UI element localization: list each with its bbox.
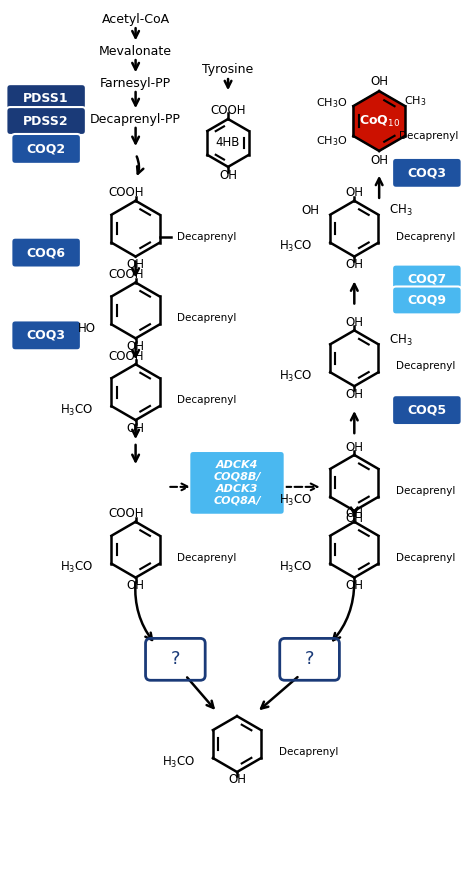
Text: H$_3$CO: H$_3$CO [61, 560, 94, 575]
Text: Decaprenyl: Decaprenyl [399, 131, 458, 141]
Text: CoQ$_{10}$: CoQ$_{10}$ [359, 114, 400, 129]
Text: OH: OH [127, 258, 145, 271]
FancyBboxPatch shape [392, 286, 462, 315]
Text: COQ2: COQ2 [27, 142, 66, 156]
Text: Decaprenyl-PP: Decaprenyl-PP [90, 113, 181, 125]
Text: OH: OH [345, 579, 363, 592]
FancyBboxPatch shape [189, 451, 285, 515]
Text: COOH: COOH [108, 186, 144, 199]
Text: COQ3: COQ3 [407, 166, 447, 180]
Text: OH: OH [228, 773, 246, 787]
Text: CH$_3$O: CH$_3$O [316, 97, 347, 110]
Text: OH: OH [345, 388, 363, 401]
Text: Decaprenyl: Decaprenyl [396, 361, 456, 371]
Text: H$_3$CO: H$_3$CO [61, 402, 94, 417]
FancyBboxPatch shape [392, 158, 462, 188]
Text: OH: OH [127, 340, 145, 353]
Polygon shape [353, 91, 405, 151]
Text: COOH: COOH [108, 507, 144, 520]
Text: COQ3: COQ3 [27, 329, 65, 342]
Text: H$_3$CO: H$_3$CO [279, 239, 312, 254]
Text: OH: OH [345, 186, 363, 199]
Text: Decaprenyl: Decaprenyl [177, 314, 237, 324]
Text: ADCK3: ADCK3 [216, 484, 258, 493]
Text: OH: OH [301, 204, 319, 217]
Text: COQ8B/: COQ8B/ [213, 472, 261, 482]
Text: Decaprenyl: Decaprenyl [177, 395, 237, 405]
Text: ADCK4: ADCK4 [216, 460, 258, 470]
Text: H$_3$CO: H$_3$CO [279, 368, 312, 384]
Text: Decaprenyl: Decaprenyl [177, 552, 237, 562]
Text: OH: OH [345, 507, 363, 520]
Text: COQ5: COQ5 [407, 403, 447, 417]
Text: ?: ? [305, 650, 314, 669]
Text: Decaprenyl: Decaprenyl [396, 552, 456, 562]
Text: OH: OH [127, 422, 145, 434]
Text: COQ6: COQ6 [27, 246, 65, 259]
Text: COQ7: COQ7 [407, 272, 447, 285]
Text: CH$_3$: CH$_3$ [389, 203, 413, 218]
Text: OH: OH [127, 579, 145, 592]
Text: PDSS2: PDSS2 [23, 114, 69, 128]
Text: CH$_3$O: CH$_3$O [316, 134, 347, 148]
FancyBboxPatch shape [11, 238, 81, 267]
FancyBboxPatch shape [392, 395, 462, 425]
Text: Tyrosine: Tyrosine [202, 63, 254, 76]
Text: COOH: COOH [108, 350, 144, 363]
Text: PDSS1: PDSS1 [23, 91, 69, 105]
Text: H$_3$CO: H$_3$CO [279, 560, 312, 575]
Text: OH: OH [370, 155, 388, 167]
FancyBboxPatch shape [6, 84, 86, 112]
Text: OH: OH [345, 512, 363, 526]
Text: H$_3$CO: H$_3$CO [162, 755, 195, 770]
Text: COOH: COOH [210, 104, 246, 116]
Text: HO: HO [78, 322, 96, 335]
Text: Decaprenyl: Decaprenyl [396, 232, 456, 241]
Text: OH: OH [345, 316, 363, 329]
Text: Mevalonate: Mevalonate [99, 45, 172, 58]
Text: Acetyl-CoA: Acetyl-CoA [101, 13, 170, 26]
Text: OH: OH [370, 74, 388, 88]
Text: OH: OH [219, 169, 237, 182]
Text: Decaprenyl: Decaprenyl [279, 747, 338, 757]
Text: COQ9: COQ9 [407, 294, 447, 307]
Text: Farnesyl-PP: Farnesyl-PP [100, 77, 171, 89]
FancyBboxPatch shape [6, 107, 86, 135]
Text: CH$_3$: CH$_3$ [404, 94, 426, 108]
Text: 4HB: 4HB [216, 137, 240, 149]
Text: H$_3$CO: H$_3$CO [279, 493, 312, 509]
Text: COQ8A/: COQ8A/ [213, 496, 261, 506]
Text: OH: OH [345, 441, 363, 453]
Text: ?: ? [171, 650, 180, 669]
Text: Decaprenyl: Decaprenyl [177, 232, 237, 241]
Text: Decaprenyl: Decaprenyl [396, 485, 456, 496]
FancyBboxPatch shape [11, 320, 81, 350]
FancyBboxPatch shape [11, 134, 81, 164]
Text: COOH: COOH [108, 268, 144, 281]
FancyBboxPatch shape [392, 265, 462, 292]
Text: CH$_3$: CH$_3$ [389, 333, 413, 348]
Text: OH: OH [345, 258, 363, 271]
